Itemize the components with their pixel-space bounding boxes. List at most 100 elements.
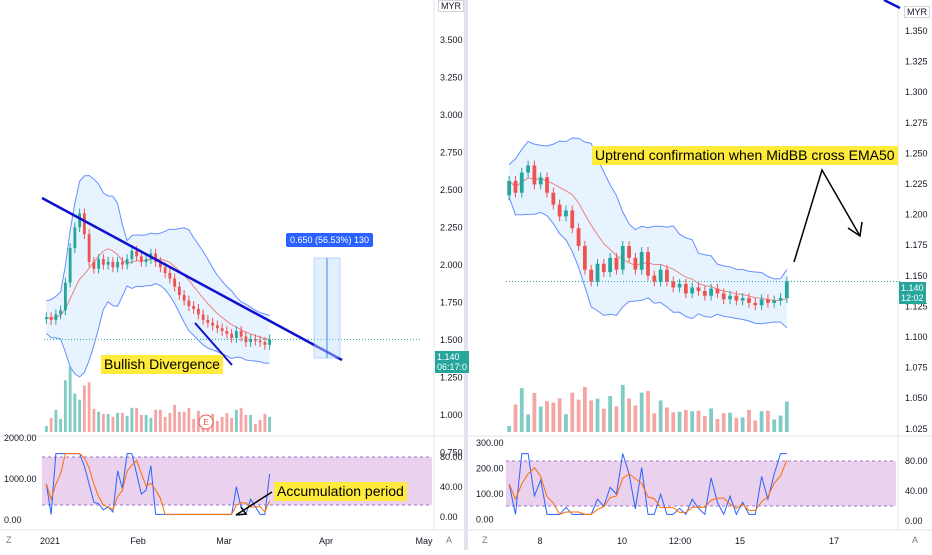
left-currency-label[interactable]: MYR: [438, 0, 464, 12]
volume-bar: [620, 384, 625, 432]
oscillator-tick-label: 0.00: [4, 515, 22, 525]
price-tick-label: 1.350: [905, 26, 928, 36]
left-price-tag: 1.140 06:17:0: [435, 351, 470, 373]
candle-body: [220, 328, 224, 332]
right-trendline-fragment: [883, 0, 901, 10]
uptrend-arrow: [793, 168, 861, 263]
candle-body: [73, 227, 77, 249]
candle-body: [507, 180, 512, 196]
oscillator-d-line: [45, 453, 271, 515]
candle-body: [239, 331, 243, 337]
oscillator-right-tick-label: 0.00: [905, 516, 923, 526]
price-tick-label: 1.500: [440, 335, 463, 345]
volume-bar: [665, 407, 669, 432]
volume-bar: [120, 412, 124, 432]
volume-bar: [759, 411, 764, 432]
candle-body: [196, 308, 200, 315]
volume-bar: [557, 398, 562, 432]
volume-bar: [633, 405, 638, 432]
left-price-value: 1.140: [437, 352, 460, 362]
right-chart-layer: [506, 137, 900, 516]
candle-body: [639, 251, 644, 270]
volume-bar: [97, 411, 101, 432]
volume-bar: [182, 411, 186, 432]
time-tick-label: 17: [829, 536, 839, 546]
price-tick-label: 1.050: [905, 393, 928, 403]
volume-bar: [696, 410, 701, 432]
volume-bar: [690, 411, 695, 432]
candle-body: [620, 246, 625, 270]
price-tick-label: 1.150: [905, 271, 928, 281]
candle-body: [163, 267, 167, 273]
volume-bar: [614, 406, 619, 432]
time-tick-label: Feb: [130, 536, 146, 546]
earnings-marker[interactable]: [198, 414, 214, 430]
candle-body: [201, 314, 205, 320]
right-auto-scale-button[interactable]: A: [912, 535, 919, 545]
candle-body: [54, 314, 58, 320]
volume-bar: [513, 404, 518, 432]
candle-body: [111, 261, 115, 268]
candle-body: [766, 299, 770, 303]
time-tick-label: 15: [735, 536, 745, 546]
candle-body: [772, 300, 777, 303]
candle-body: [101, 259, 105, 265]
left-price-time: 06:17:0: [437, 362, 468, 372]
volume-bar: [766, 410, 770, 432]
candle-body: [759, 299, 764, 306]
volume-bar: [225, 412, 229, 432]
oscillator-tick-label: 1000.00: [4, 474, 37, 484]
candle-body: [690, 287, 695, 294]
volume-bar: [576, 399, 581, 432]
time-tick-label: Apr: [319, 536, 333, 546]
bullish-divergence-label: Bullish Divergence: [101, 355, 223, 374]
volume-bar: [87, 382, 91, 432]
volume-bar: [683, 409, 688, 432]
candle-body: [614, 257, 619, 270]
candle-body: [576, 228, 581, 246]
volume-bar: [778, 415, 783, 432]
oscillator-tick-label: 300.00: [476, 438, 504, 448]
candle-body: [82, 213, 86, 235]
price-tick-label: 3.250: [440, 73, 463, 83]
price-tick-label: 1.175: [905, 240, 928, 250]
candle-body: [158, 261, 162, 268]
price-tick-label: 2.500: [440, 185, 463, 195]
descending-trendline[interactable]: [41, 196, 343, 362]
candle-body: [211, 322, 215, 326]
candle-body: [139, 256, 143, 262]
left-auto-scale-button[interactable]: A: [446, 535, 453, 545]
volume-bar: [173, 404, 177, 432]
oscillator-right-tick-label: 40.00: [440, 482, 463, 492]
volume-bar: [92, 408, 96, 432]
candle-body: [258, 340, 262, 343]
volume-bar: [532, 392, 537, 432]
candle-body: [753, 302, 758, 306]
volume-bar: [582, 386, 587, 432]
volume-bar: [230, 417, 234, 432]
volume-bar: [54, 409, 58, 432]
candle-body: [97, 259, 101, 269]
right-currency-label[interactable]: MYR: [904, 6, 930, 18]
oscillator-right-tick-label: 80.00: [440, 452, 463, 462]
candle-body: [234, 331, 238, 338]
price-tick-label: 3.500: [440, 35, 463, 45]
divergence-line[interactable]: [194, 322, 233, 366]
left-zoom-button[interactable]: Z: [6, 535, 12, 545]
candle-body: [728, 295, 732, 300]
volume-bar: [59, 418, 63, 432]
price-tick-label: 1.075: [905, 363, 928, 373]
candle-body: [49, 317, 53, 320]
volume-bar: [78, 399, 82, 432]
candle-body: [192, 306, 196, 309]
volume-bar: [652, 413, 657, 432]
volume-bar: [639, 392, 644, 432]
axes-layer: 3.500 3.250 3.000 2.750 2.500 2.250 2.000 1.750…: [4, 26, 928, 546]
right-zoom-button[interactable]: Z: [482, 535, 488, 545]
bollinger-upper: [46, 174, 270, 316]
candle-body: [564, 210, 568, 217]
volume-bar: [526, 414, 530, 432]
price-tick-label: 1.100: [905, 332, 928, 342]
